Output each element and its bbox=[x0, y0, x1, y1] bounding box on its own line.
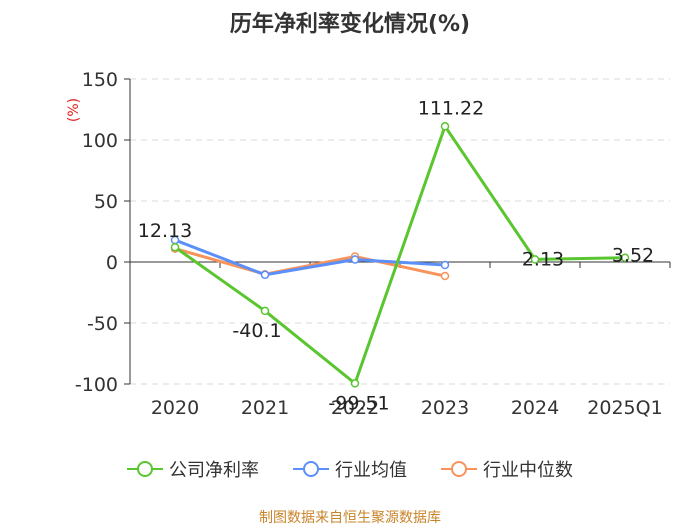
y-tick-label: -100 bbox=[75, 374, 118, 396]
legend-label: 行业中位数 bbox=[483, 460, 573, 481]
data-point bbox=[620, 253, 630, 262]
x-tick-label: 2020 bbox=[151, 397, 199, 419]
data-label: 2.13 bbox=[522, 248, 564, 270]
data-point bbox=[530, 255, 540, 264]
series-line bbox=[174, 122, 626, 386]
data-point bbox=[440, 271, 450, 281]
x-tick-label: 2022 bbox=[331, 397, 379, 419]
data-label: 12.13 bbox=[138, 220, 192, 242]
data-point bbox=[260, 306, 270, 316]
y-tick-label: 50 bbox=[94, 191, 118, 213]
data-label: -99.51 bbox=[328, 392, 389, 414]
legend-label: 行业均值 bbox=[335, 460, 407, 481]
source-note: 制图数据来自恒生聚源数据库 bbox=[259, 510, 441, 526]
legend-label: 公司净利率 bbox=[169, 460, 259, 481]
legend-swatch-icon bbox=[441, 461, 477, 477]
chart-title: 历年净利率变化情况(%) bbox=[229, 12, 471, 37]
x-tick-label: 2021 bbox=[241, 397, 289, 419]
y-tick-label: 0 bbox=[106, 252, 118, 274]
y-axis-label: (%) bbox=[66, 98, 82, 122]
legend-item[interactable]: 公司净利率 bbox=[127, 456, 259, 482]
data-label: -40.1 bbox=[232, 320, 281, 342]
series-line bbox=[174, 247, 446, 278]
data-point bbox=[440, 260, 450, 270]
x-tick-label: 2023 bbox=[421, 397, 469, 419]
x-tick-label: 2024 bbox=[511, 397, 559, 419]
y-tick-label: -50 bbox=[87, 313, 118, 335]
data-point bbox=[350, 379, 360, 388]
legend-swatch-icon bbox=[127, 461, 163, 477]
data-point bbox=[440, 122, 450, 131]
y-tick-label: 100 bbox=[82, 130, 118, 152]
legend-item[interactable]: 行业中位数 bbox=[441, 456, 573, 482]
data-label: 111.22 bbox=[418, 97, 484, 119]
data-label: 3.52 bbox=[612, 245, 654, 267]
y-tick-label: 150 bbox=[82, 69, 118, 91]
legend-swatch-icon bbox=[293, 461, 329, 477]
data-point bbox=[260, 270, 270, 280]
legend: 公司净利率 行业均值 行业中位数 bbox=[0, 456, 700, 482]
data-point bbox=[170, 242, 180, 252]
data-point bbox=[350, 255, 360, 264]
legend-item[interactable]: 行业均值 bbox=[293, 456, 407, 482]
x-tick-label: 2025Q1 bbox=[587, 397, 662, 419]
series-line bbox=[174, 238, 446, 277]
